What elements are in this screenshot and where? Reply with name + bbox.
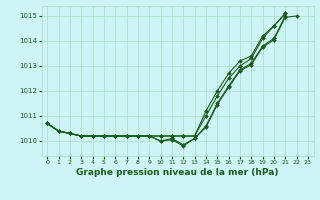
X-axis label: Graphe pression niveau de la mer (hPa): Graphe pression niveau de la mer (hPa) xyxy=(76,168,279,177)
